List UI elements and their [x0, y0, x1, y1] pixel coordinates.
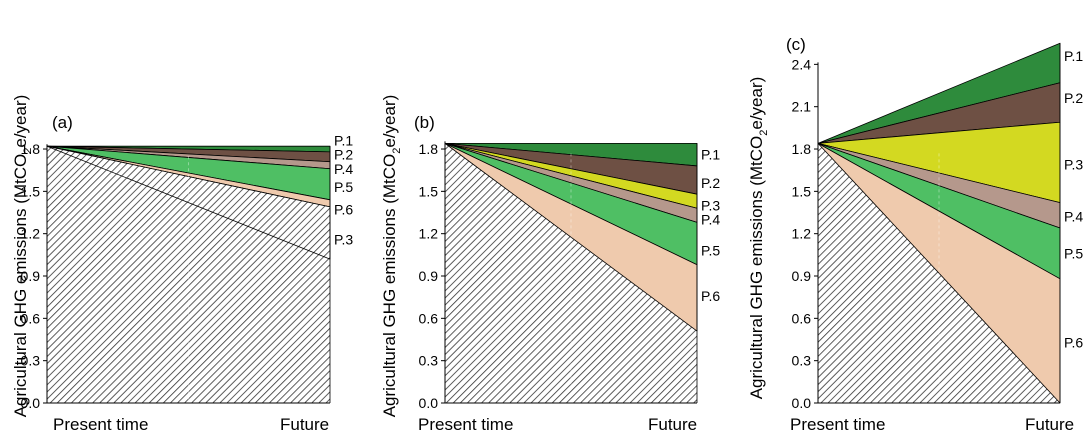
x-category-present: Present time	[53, 415, 148, 434]
series-label-p1: P.1	[701, 147, 720, 163]
series-label-p6: P.6	[701, 288, 720, 304]
series-label-p4: P.4	[701, 212, 720, 228]
series-label-p4: P.4	[1064, 209, 1083, 225]
x-category-present: Present time	[790, 415, 885, 434]
y-tick-label: 1.5	[419, 183, 439, 199]
y-tick-label: 0.0	[792, 395, 812, 411]
series-label-p1: P.1	[334, 133, 353, 149]
panel-label: (b)	[414, 113, 435, 132]
y-tick-label: 2.1	[792, 99, 812, 115]
y-axis-label: Agricultural GHG emissions (MtCO2e/year)	[380, 95, 403, 418]
y-tick-label: 0.3	[792, 353, 812, 369]
y-tick-label: 1.8	[792, 141, 812, 157]
x-category-future: Future	[280, 415, 329, 434]
panel-label: (c)	[786, 35, 806, 54]
y-tick-label: 0.9	[21, 268, 41, 284]
y-tick-label: 0.3	[21, 353, 41, 369]
series-label-p5: P.5	[1064, 245, 1083, 261]
y-tick-label: 0.6	[21, 310, 41, 326]
series-label-p3: P.3	[1064, 157, 1083, 173]
baseline-hatched-area	[445, 143, 697, 403]
y-tick-label: 1.8	[419, 141, 439, 157]
y-tick-label: 0.0	[21, 395, 41, 411]
x-category-future: Future	[648, 415, 697, 434]
series-label-p3: P.3	[701, 197, 720, 213]
series-label-p5: P.5	[701, 243, 720, 259]
x-category-present: Present time	[418, 415, 513, 434]
y-tick-label: 1.5	[21, 183, 41, 199]
series-label-p3: P.3	[334, 231, 353, 247]
series-label-p2: P.2	[1064, 90, 1083, 106]
chart-panel-a: (a) Agricultural GHG emissions (MtCO2e/y…	[11, 95, 353, 434]
panel-label: (a)	[52, 113, 73, 132]
y-axis-label: Agricultural GHG emissions (MtCO2e/year)	[747, 77, 770, 400]
y-tick-label: 1.8	[21, 141, 41, 157]
baseline-hatched-area	[47, 146, 330, 403]
y-tick-label: 0.9	[792, 268, 812, 284]
series-label-p4: P.4	[334, 161, 353, 177]
y-tick-label: 1.2	[792, 226, 812, 242]
chart-panel-c: (c) Agricultural GHG emissions (MtCO2e/y…	[747, 35, 1083, 434]
series-label-p2: P.2	[334, 147, 353, 163]
y-tick-label: 0.6	[792, 310, 812, 326]
y-tick-label: 0.0	[419, 395, 439, 411]
series-label-p6: P.6	[1064, 334, 1083, 350]
y-tick-label: 0.3	[419, 353, 439, 369]
series-label-p2: P.2	[701, 175, 720, 191]
y-tick-label: 0.9	[419, 268, 439, 284]
y-tick-label: 1.2	[21, 226, 41, 242]
y-tick-label: 2.4	[792, 56, 812, 72]
x-category-future: Future	[1025, 415, 1074, 434]
y-axis-label: Agricultural GHG emissions (MtCO2e/year)	[11, 95, 34, 418]
y-tick-label: 0.6	[419, 310, 439, 326]
series-label-p5: P.5	[334, 179, 353, 195]
chart-panel-b: (b) Agricultural GHG emissions (MtCO2e/y…	[380, 95, 720, 434]
series-label-p1: P.1	[1064, 48, 1083, 64]
y-tick-label: 1.2	[419, 226, 439, 242]
series-label-p6: P.6	[334, 202, 353, 218]
y-tick-label: 1.5	[792, 183, 812, 199]
